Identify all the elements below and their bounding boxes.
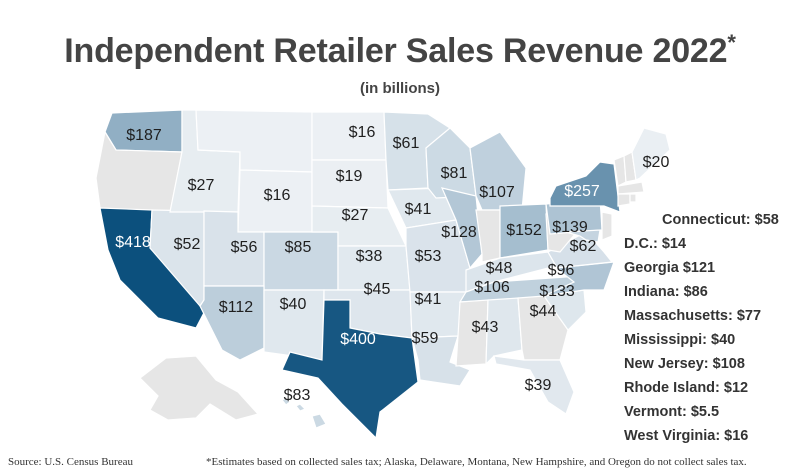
map-label-iowa: $41 [405,201,432,218]
map-label-kansas: $38 [356,248,383,265]
map-label-utah: $56 [231,239,258,256]
state-texas [281,299,419,440]
map-label-oklahoma: $45 [364,281,391,298]
small-state-item: Georgia $121 [624,260,716,276]
state-maine [631,127,671,181]
small-state-item: Massachusetts: $77 [624,308,762,324]
chart-subtitle: (in billions) [360,80,440,97]
map-label-colorado: $85 [285,239,312,256]
map-label-illinois: $128 [441,224,477,241]
map-label-pennsylvania: $139 [552,219,588,236]
state-florida [493,355,575,415]
map-label-washington: $187 [126,127,162,144]
map-label-michigan: $107 [479,184,515,201]
small-state-item: Rhode Island: $12 [624,380,749,396]
map-label-arizona: $112 [219,299,254,316]
map-label-nevada: $52 [174,236,201,253]
map-label-arkansas: $41 [415,291,442,308]
map-label-minnesota: $61 [393,135,420,152]
map-label-missouri: $53 [415,248,442,265]
map-label-new-york: $257 [564,183,600,200]
state-new-york [549,161,621,213]
small-state-item: West Virginia: $16 [624,428,749,444]
state-arizona [199,285,265,361]
state-north-carolina [543,261,615,297]
footnote: *Estimates based on collected sales tax;… [206,456,747,468]
small-states-list: Connecticut: $58 D.C.: $14 Georgia $121 Ind… [624,208,779,448]
state-massachusetts [617,181,645,195]
state-louisiana [411,335,471,387]
map-label-maine: $20 [643,154,670,171]
chart-title: Independent Retailer Sales Revenue 2022* [0,30,800,71]
map-label-florida: $39 [525,377,552,394]
map-label-california: $418 [115,234,151,251]
map-label-maryland: $96 [548,262,575,279]
map-label-new-mexico: $40 [280,296,307,313]
state-illinois [440,187,483,270]
map-label-north-carolina: $133 [539,283,575,300]
map-label-wisconsin: $81 [441,165,468,182]
state-rhode-island [629,193,637,203]
map-label-nebraska: $27 [342,207,369,224]
small-state-item: Mississippi: $40 [624,332,736,348]
map-label-wyoming: $16 [264,187,291,204]
map-label-alabama: $43 [472,319,499,336]
title-text: Independent Retailer Sales Revenue 2022 [64,32,728,70]
map-label-south-carolina: $44 [530,303,557,320]
source-note: Source: U.S. Census Bureau [8,456,133,468]
map-label-south-dakota: $19 [336,168,363,185]
state-alabama [485,297,523,366]
map-label-texas: $400 [340,331,376,348]
map-label-hawaii: $83 [284,387,311,404]
small-state-item: Vermont: $5.5 [624,404,720,420]
map-label-louisiana: $59 [412,330,439,347]
map-label-kentucky: $48 [486,260,513,277]
map-label-virginia: $62 [570,238,597,255]
state-hawaii [281,397,327,429]
small-state-item: New Jersey: $108 [624,356,745,372]
state-alaska [139,355,260,421]
small-state-item: Connecticut: $58 [662,212,779,228]
state-connecticut [617,193,631,207]
state-indiana [475,209,501,263]
state-mississippi [455,299,489,367]
small-state-item: D.C.: $14 [624,236,687,252]
map-label-ohio: $152 [506,222,542,239]
state-maryland [565,229,601,243]
map-label-montana: $16 [349,124,376,141]
state-new-jersey [601,211,613,241]
small-state-item: Indiana: $86 [624,284,708,300]
map-label-tennessee: $106 [474,279,510,296]
title-asterisk: * [727,30,736,55]
map-label-idaho: $27 [188,177,215,194]
